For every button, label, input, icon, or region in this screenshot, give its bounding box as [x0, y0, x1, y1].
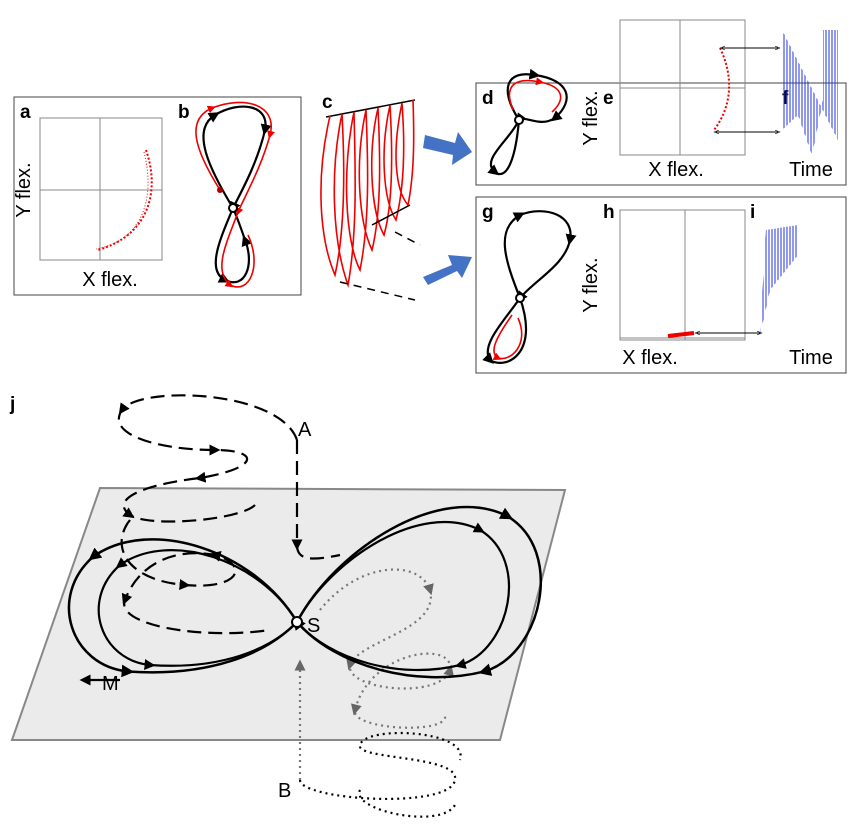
spring-c [321, 100, 420, 300]
panel-letter: j [9, 394, 15, 415]
manifold-plane [12, 488, 565, 740]
plot-h [620, 210, 760, 340]
panel-letter: e [603, 88, 614, 109]
waveform [760, 225, 798, 335]
x-label: X flex. [622, 347, 678, 369]
panel-letter: a [20, 102, 31, 123]
panel-letter: c [322, 92, 333, 113]
panel-letter: i [750, 202, 755, 223]
x-label: Time [789, 159, 833, 181]
panel-letter: h [603, 202, 615, 223]
plot-a [40, 118, 162, 260]
arrow [423, 255, 472, 285]
panel-box [14, 97, 301, 295]
panel-letter: g [482, 202, 494, 223]
y-label: Y flex. [13, 162, 35, 217]
figure-eight-g [488, 211, 571, 363]
x-label: X flex. [648, 159, 704, 181]
figure-eight-b [196, 102, 271, 287]
point-label: M [102, 673, 119, 695]
point-label: S [307, 615, 320, 637]
figure-eight-d [491, 74, 567, 174]
figure: a b Y flex. X flex. c d e f Y flex. X fl… [0, 0, 861, 827]
panel-letter: b [178, 102, 190, 123]
waveform [782, 30, 838, 155]
panel-letter: d [482, 88, 494, 109]
y-label: Y flex. [580, 257, 602, 312]
x-label: X flex. [82, 269, 138, 291]
point-label: B [278, 780, 291, 802]
plot-e [620, 20, 778, 155]
point-label: A [298, 419, 312, 441]
y-label: Y flex. [580, 90, 602, 145]
arrow [423, 132, 472, 165]
x-label: Time [789, 347, 833, 369]
